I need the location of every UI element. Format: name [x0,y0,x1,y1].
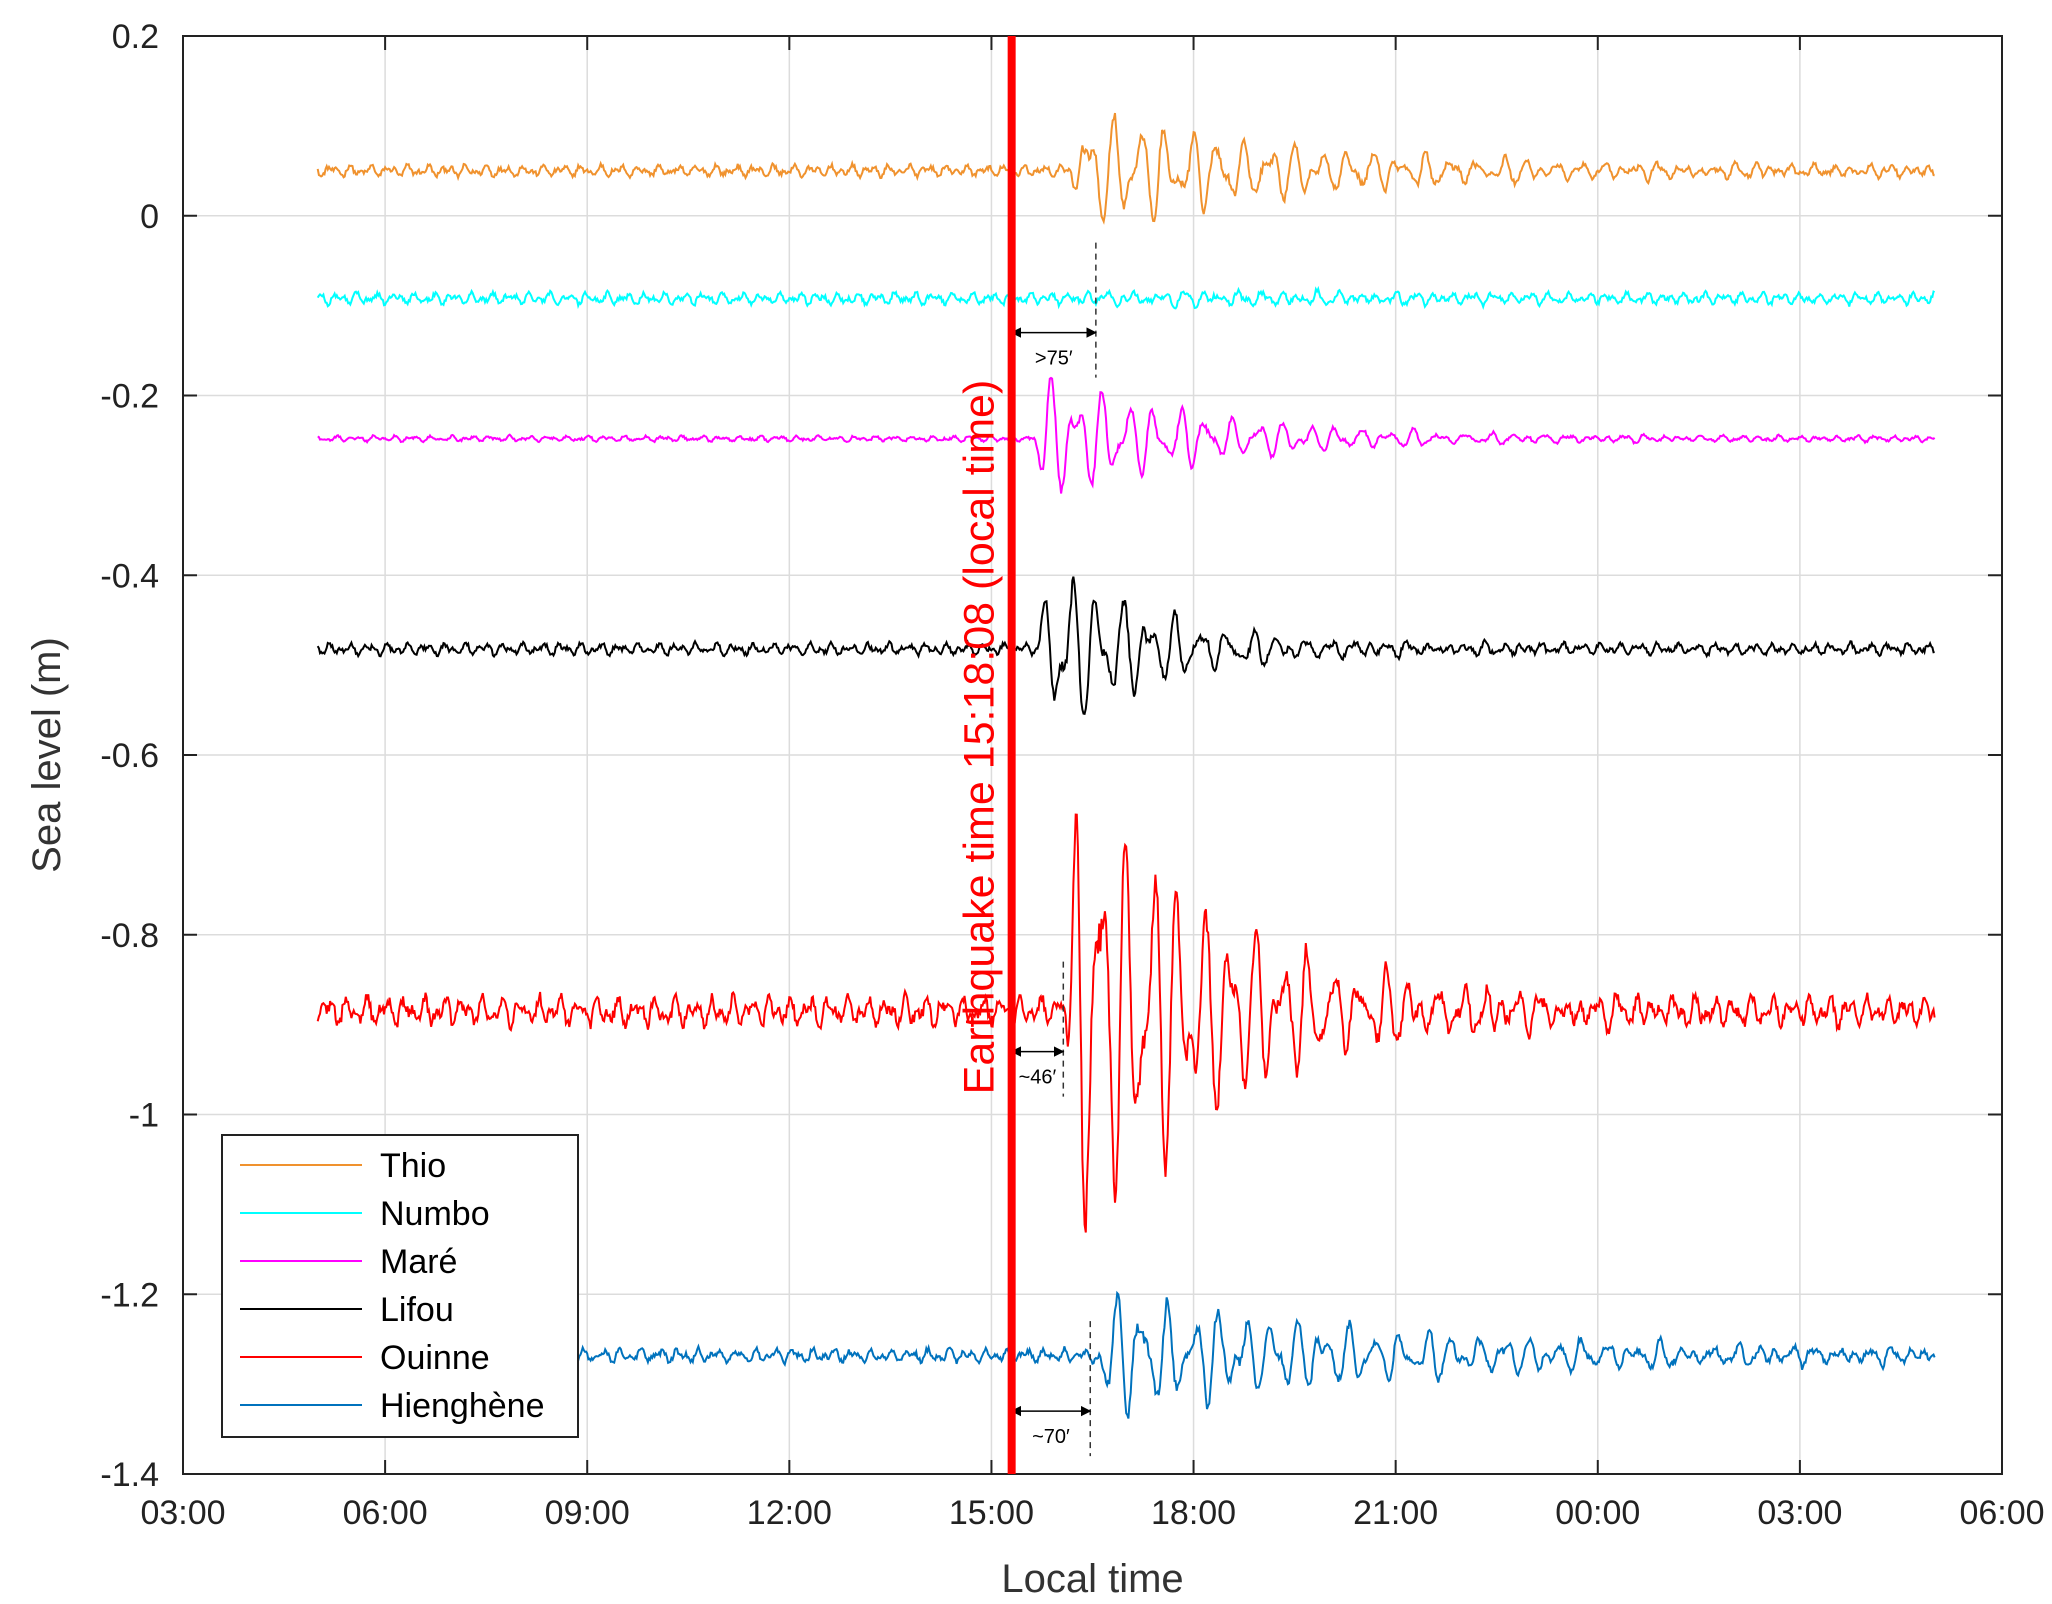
series-line-4 [316,813,1936,1233]
axis-ticks: 03:00 06:00 09:00 12:00 15:00 18:00 21:00 00:00… [100,18,2044,1532]
x-axis-label: Local time [1001,1557,1183,1601]
y-tick-label: -0.8 [100,917,159,955]
legend-entry: Ouinne [380,1339,490,1377]
y-tick-label: -0.6 [100,737,159,775]
series-layer [316,112,1936,1419]
x-tick-label: 12:00 [747,1494,832,1532]
series-line-1 [316,285,1936,311]
legend-entry: Numbo [380,1195,490,1233]
annotation-layer: >75′ ~46′ ~70′ [1010,242,1097,1457]
x-tick-label: 09:00 [545,1494,630,1532]
grid [183,36,2002,1474]
legend-entry: Maré [380,1243,457,1281]
arrival-label: ~70′ [1032,1426,1070,1448]
earthquake-label: Earthquake time 15:18:08 (local time) [956,380,1004,1095]
y-tick-label: -1.2 [100,1276,159,1314]
y-tick-label: -0.4 [100,557,159,595]
x-tick-label: 15:00 [949,1494,1034,1532]
arrival-label: ~46′ [1019,1067,1057,1089]
series-line-0 [316,112,1935,225]
legend: Thio Numbo Maré Lifou Ouinne Hienghène [221,1134,579,1438]
y-axis-label: Sea level (m) [25,637,69,873]
y-tick-label: -0.2 [100,378,159,416]
x-tick-label: 18:00 [1151,1494,1236,1532]
legend-entry: Lifou [380,1291,454,1329]
legend-entry: Thio [380,1147,446,1185]
legend-box [221,1134,579,1438]
x-tick-label: 06:00 [343,1494,428,1532]
arrival-label: >75′ [1035,348,1073,370]
y-tick-label: 0 [140,198,159,236]
series-line-5 [317,1290,1936,1419]
y-tick-label: -1.4 [100,1456,159,1494]
x-tick-label: 03:00 [1757,1494,1842,1532]
x-tick-label: 21:00 [1353,1494,1438,1532]
y-tick-label: 0.2 [112,18,159,56]
x-tick-label: 00:00 [1555,1494,1640,1532]
series-line-3 [316,576,1935,715]
x-tick-label: 06:00 [1959,1494,2044,1532]
y-tick-label: -1 [129,1097,159,1135]
x-tick-label: 03:00 [140,1494,225,1532]
series-line-2 [317,376,1936,494]
legend-entry: Hienghène [380,1387,544,1425]
